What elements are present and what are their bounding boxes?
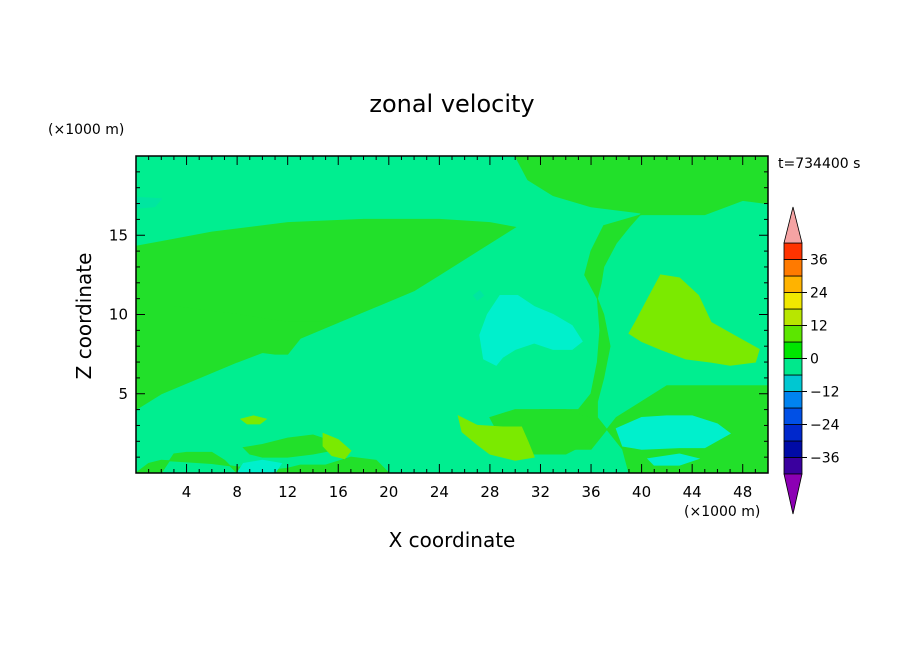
colorbar-segment (783, 457, 803, 475)
contour-region-15 (236, 459, 283, 473)
y-unit-label: (×1000 m) (48, 122, 124, 138)
colorbar-segment (783, 407, 803, 425)
x-axis-label: X coordinate (389, 528, 516, 552)
colorbar-segment (783, 424, 803, 442)
colorbar-segment (783, 358, 803, 376)
x-unit-label: (×1000 m) (684, 504, 760, 520)
colorbar-segment (783, 259, 803, 277)
x-tick-label: 28 (480, 483, 499, 501)
contour-region-5 (136, 451, 390, 473)
x-axis-ticks: 4 8 12 16 20 24 28 32 36 40 44 48 (148, 156, 756, 501)
contour-region-1 (136, 306, 339, 411)
x-tick-label: 44 (683, 483, 702, 501)
plot-area (135, 155, 769, 474)
contour-region-6 (628, 274, 760, 366)
colorbar-segment (783, 440, 803, 458)
contour-region-8 (322, 432, 352, 460)
contour-region-13 (615, 415, 732, 450)
y-axis-label: Z coordinate (72, 253, 96, 380)
colorbar-label: −12 (810, 385, 840, 401)
colorbar-segment (783, 308, 803, 326)
contour-region-2 (489, 156, 768, 473)
x-tick-label: 12 (278, 483, 297, 501)
colorbar-label: −36 (810, 451, 840, 467)
colorbar-label: 36 (810, 253, 828, 269)
x-tick-label: 8 (232, 483, 242, 501)
contour-region-14 (646, 453, 701, 466)
x-tick-label: 32 (531, 483, 550, 501)
colorbar-label: 24 (810, 286, 828, 302)
x-tick-label: 16 (329, 483, 348, 501)
colorbar-over-arrow (783, 206, 803, 244)
x-tick-label: 20 (379, 483, 398, 501)
colorbar-segment (783, 292, 803, 310)
colorbar-segment (783, 374, 803, 392)
chart-title: zonal velocity (369, 90, 534, 118)
y-tick-label: 10 (109, 306, 128, 324)
colorbar-segment (783, 341, 803, 359)
colorbar-segment (783, 391, 803, 409)
y-tick-label: 15 (109, 226, 128, 244)
y-axis-ticks: 5 10 15 (109, 171, 768, 458)
contour-region-11 (136, 196, 163, 209)
colorbar-label: 0 (810, 352, 819, 368)
colorbar-under-arrow (783, 473, 803, 515)
x-tick-label: 24 (430, 483, 449, 501)
contour-region-10 (472, 290, 485, 301)
contour-region-9 (239, 415, 268, 425)
contour-region-12 (479, 295, 583, 366)
time-label: t=734400 s (778, 156, 860, 172)
y-tick-label: 5 (118, 385, 128, 403)
colorbar-label: −24 (810, 418, 840, 434)
x-tick-label: 36 (581, 483, 600, 501)
colorbar-segment (783, 325, 803, 343)
x-tick-label: 40 (632, 483, 651, 501)
colorbar-segment (783, 242, 803, 260)
colorbar-segment (783, 275, 803, 293)
x-tick-label: 48 (733, 483, 752, 501)
x-tick-label: 4 (182, 483, 192, 501)
colorbar-label: 12 (810, 319, 828, 335)
contour-region-7 (457, 414, 535, 461)
colorbar: 36 24 12 0 −12 −24 −36 (783, 206, 840, 515)
